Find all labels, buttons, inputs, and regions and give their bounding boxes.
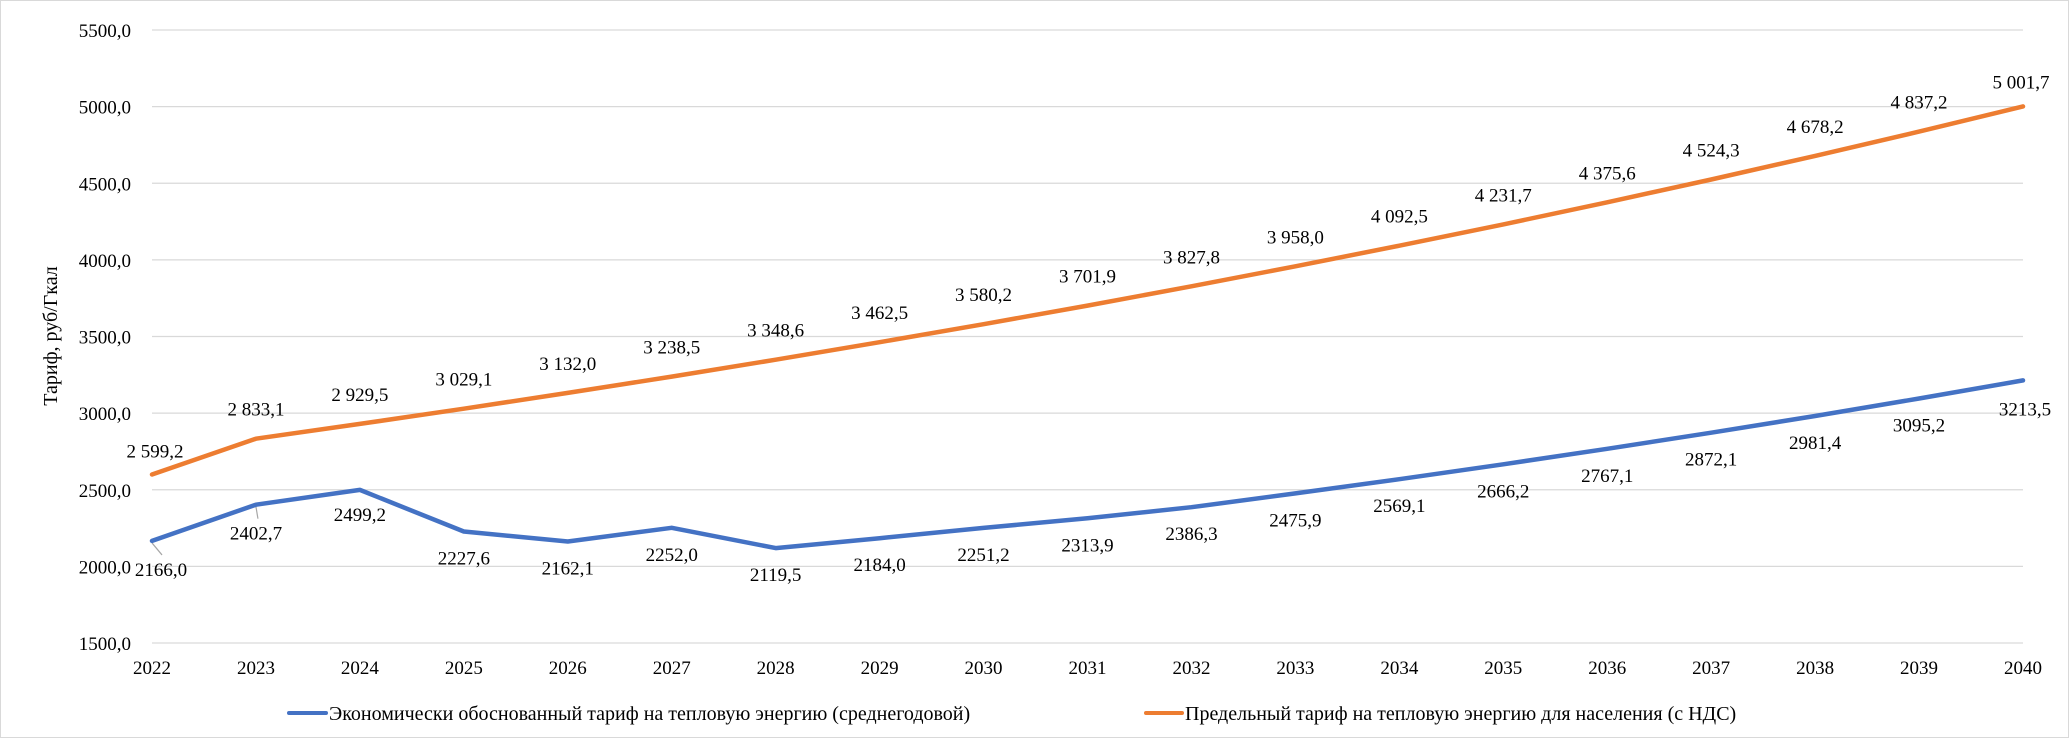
data-label: 4 837,2 <box>1891 93 1948 114</box>
x-tick-label: 2030 <box>965 658 1003 679</box>
data-label: 3213,5 <box>1999 399 2051 420</box>
legend-label-economic-tariff: Экономически обоснованный тариф на тепло… <box>329 703 970 725</box>
data-label: 2499,2 <box>334 505 386 526</box>
data-label: 3 462,5 <box>851 303 908 324</box>
y-tick-label: 4500,0 <box>79 174 131 195</box>
gridlines <box>152 29 2023 644</box>
data-label: 3 029,1 <box>435 370 492 391</box>
data-label: 2 599,2 <box>127 442 184 463</box>
data-label: 3 701,9 <box>1059 267 1116 288</box>
data-label: 2569,1 <box>1373 496 1425 517</box>
x-tick-label: 2027 <box>653 658 691 679</box>
legend-label-limit-tariff: Предельный тариф на тепловую энергию для… <box>1185 703 1736 725</box>
x-tick-label: 2035 <box>1484 658 1522 679</box>
data-label: 3 580,2 <box>955 285 1012 306</box>
y-axis-ticks: 1500,0 2000,0 2500,0 3000,0 3500,0 4000,0 4500… <box>79 21 131 655</box>
y-tick-label: 5000,0 <box>79 98 131 119</box>
data-label: 2666,2 <box>1477 481 1529 502</box>
x-tick-label: 2025 <box>445 658 483 679</box>
x-tick-label: 2037 <box>1692 658 1730 679</box>
y-tick-label: 4000,0 <box>79 251 131 272</box>
label-leader-lines <box>151 506 259 556</box>
data-label: 2872,1 <box>1685 450 1737 471</box>
series-lines <box>149 104 2026 551</box>
data-label: 3 958,0 <box>1267 227 1324 248</box>
data-label: 2313,9 <box>1061 535 1113 556</box>
data-labels: 2 599,2 2 833,1 2 929,5 3 029,1 3 132,0 3 238… <box>127 72 2052 586</box>
data-label: 2184,0 <box>853 555 905 576</box>
legend-item-limit-tariff: Предельный тариф на тепловую энергию для… <box>1144 703 1736 725</box>
data-label: 2166,0 <box>135 560 187 581</box>
data-label: 2252,0 <box>646 545 698 566</box>
data-label: 4 524,3 <box>1683 141 1740 162</box>
legend-item-economic-tariff: Экономически обоснованный тариф на тепло… <box>287 703 970 725</box>
data-label: 3 132,0 <box>539 354 596 375</box>
data-label: 2981,4 <box>1789 433 1842 454</box>
y-tick-label: 3000,0 <box>79 404 131 425</box>
x-tick-label: 2023 <box>237 658 275 679</box>
x-tick-label: 2034 <box>1380 658 1419 679</box>
data-label: 3 348,6 <box>747 321 804 342</box>
data-label: 3 238,5 <box>643 338 700 359</box>
y-tick-label: 2500,0 <box>79 481 131 502</box>
data-label: 5 001,7 <box>1993 72 2050 93</box>
data-label: 2475,9 <box>1269 510 1321 531</box>
x-axis-ticks: 2022 2023 2024 2025 2026 2027 2028 2029 2030 2031… <box>133 658 2042 679</box>
x-tick-label: 2026 <box>549 658 587 679</box>
data-label: 2 929,5 <box>331 385 388 406</box>
y-axis-title: Тариф, руб/Гкал <box>40 266 62 405</box>
label-leader-line <box>255 506 259 519</box>
data-label: 2251,2 <box>957 545 1009 566</box>
x-tick-label: 2039 <box>1900 658 1938 679</box>
data-label: 4 375,6 <box>1579 163 1636 184</box>
data-label: 2119,5 <box>750 565 802 586</box>
y-tick-label: 5500,0 <box>79 21 131 42</box>
x-tick-label: 2038 <box>1796 658 1834 679</box>
y-tick-label: 2000,0 <box>79 557 131 578</box>
label-leader-line <box>151 542 163 556</box>
x-tick-label: 2029 <box>861 658 899 679</box>
x-tick-label: 2028 <box>757 658 795 679</box>
data-label: 2767,1 <box>1581 466 1633 487</box>
data-label: 3095,2 <box>1893 416 1945 437</box>
data-label: 4 092,5 <box>1371 207 1428 228</box>
x-tick-label: 2040 <box>2004 658 2042 679</box>
x-tick-label: 2031 <box>1069 658 1107 679</box>
data-label: 2386,3 <box>1165 524 1217 545</box>
x-tick-label: 2022 <box>133 658 171 679</box>
legend: Экономически обоснованный тариф на тепло… <box>287 703 1736 725</box>
x-tick-label: 2032 <box>1172 658 1210 679</box>
y-tick-label: 3500,0 <box>79 328 131 349</box>
data-label: 2 833,1 <box>227 400 284 421</box>
x-tick-label: 2024 <box>341 658 380 679</box>
data-label: 3 827,8 <box>1163 247 1220 268</box>
y-tick-label: 1500,0 <box>79 634 131 655</box>
data-label: 2402,7 <box>230 524 282 545</box>
data-label: 2227,6 <box>438 548 490 569</box>
data-label: 4 231,7 <box>1475 185 1532 206</box>
series-line-economic-tariff <box>149 378 2026 551</box>
data-label: 4 678,2 <box>1787 117 1844 138</box>
series-line-limit-tariff <box>149 104 2026 477</box>
x-tick-label: 2036 <box>1588 658 1626 679</box>
data-label: 2162,1 <box>542 559 594 580</box>
x-tick-label: 2033 <box>1276 658 1314 679</box>
